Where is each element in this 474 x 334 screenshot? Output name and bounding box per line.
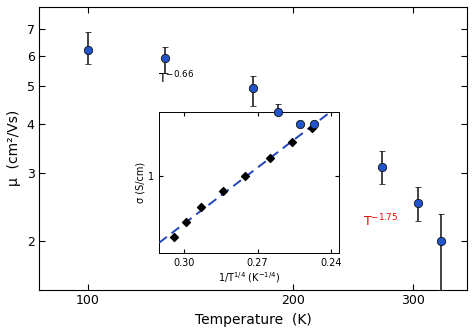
Text: T$^{-1.75}$: T$^{-1.75}$ [363,213,398,229]
X-axis label: Temperature  (K): Temperature (K) [195,313,311,327]
Text: T$^{-0.66}$: T$^{-0.66}$ [158,69,194,86]
Y-axis label: μ  (cm²/Vs): μ (cm²/Vs) [7,110,21,186]
